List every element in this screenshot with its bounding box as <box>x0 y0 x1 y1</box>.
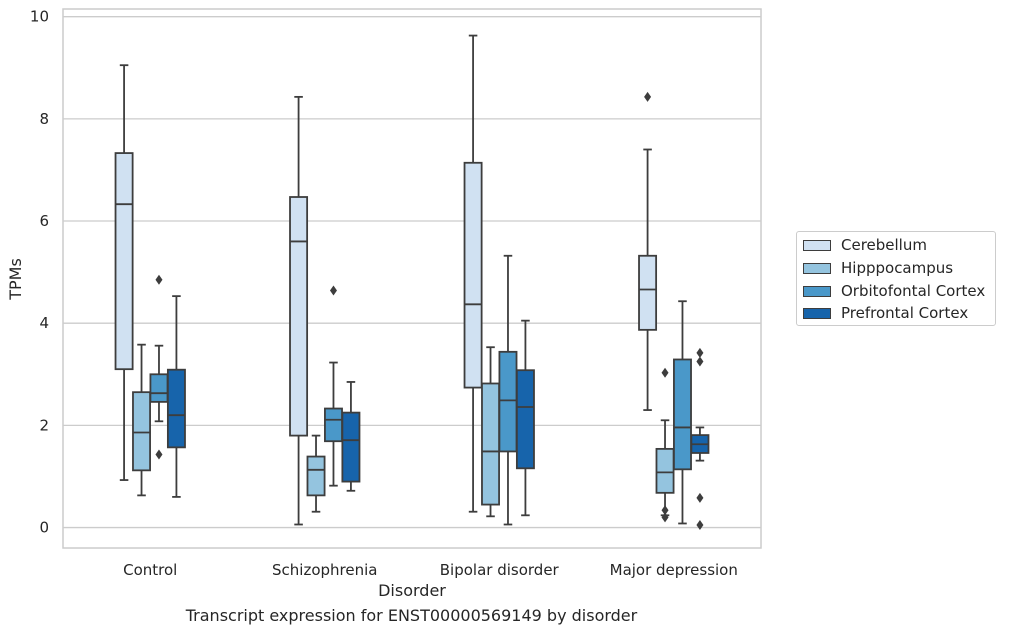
y-tick-label-10: 10 <box>30 8 49 26</box>
legend: Cerebellum Hipppocampus Orbitofontal Cor… <box>796 231 996 326</box>
box-hipppocampus-control <box>132 343 151 497</box>
box-iqr <box>673 358 692 471</box>
y-tick-labels: 0 2 4 6 8 10 <box>30 8 49 537</box>
x-tick-label-major-depression: Major depression <box>610 561 738 579</box>
box-iqr <box>166 368 186 449</box>
outlier-point-0 <box>661 367 669 378</box>
outlier-point-0 <box>329 285 337 296</box>
legend-item-orbitofrontal-cortex: Orbitofontal Cortex <box>803 282 985 300</box>
box-cerebellum-schizophrenia <box>289 95 309 526</box>
box-cerebellum-major-depression <box>638 91 658 411</box>
box-iqr <box>289 196 309 437</box>
legend-swatch-cerebellum <box>803 239 831 251</box>
outlier-point-2 <box>661 512 669 523</box>
box-iqr <box>463 161 483 389</box>
legend-label-prefrontal-cortex: Prefrontal Cortex <box>841 304 969 322</box>
box-orbitofontal-cortex-control <box>149 274 169 460</box>
y-tick-label-6: 6 <box>39 212 49 230</box>
legend-swatch-hippocampus <box>803 262 831 274</box>
legend-label-orbitofrontal-cortex: Orbitofontal Cortex <box>841 282 986 300</box>
box-cerebellum-control <box>114 64 134 481</box>
y-tick-label-0: 0 <box>39 519 49 537</box>
box-orbitofontal-cortex-major-depression <box>673 300 692 525</box>
box-iqr <box>324 407 343 443</box>
box-iqr <box>149 373 169 403</box>
box-iqr <box>498 350 518 453</box>
outlier-point-0 <box>644 91 652 102</box>
box-iqr <box>341 411 361 483</box>
outlier-point-1 <box>155 449 163 460</box>
plot-frame <box>62 8 762 549</box>
y-tick-label-4: 4 <box>39 314 49 332</box>
box-plot-boxes <box>114 34 710 531</box>
box-prefrontal-cortex-control <box>166 295 186 498</box>
legend-label-cerebellum: Cerebellum <box>841 236 927 254</box>
box-iqr <box>114 152 134 371</box>
figure-caption: Transcript expression for ENST0000056914… <box>185 606 638 625</box>
box-hipppocampus-bipolar-disorder <box>481 346 500 518</box>
legend-label-hippocampus: Hipppocampus <box>841 259 954 277</box>
legend-swatch-orbitofrontal-cortex <box>803 285 831 297</box>
outlier-point-0 <box>155 274 163 285</box>
x-axis-label: Disorder <box>378 581 446 600</box>
box-iqr <box>638 254 658 331</box>
x-tick-labels: Control Schizophrenia Bipolar disorder Majo… <box>123 561 738 579</box>
box-prefrontal-cortex-bipolar-disorder <box>515 319 535 517</box>
box-iqr <box>132 391 151 472</box>
box-orbitofontal-cortex-bipolar-disorder <box>498 254 518 526</box>
outlier-point-0 <box>696 347 704 358</box>
legend-item-hippocampus: Hipppocampus <box>803 259 953 277</box>
x-tick-label-control: Control <box>123 561 177 579</box>
outlier-point-3 <box>696 520 704 531</box>
box-prefrontal-cortex-major-depression <box>690 347 710 531</box>
x-tick-label-bipolar-disorder: Bipolar disorder <box>440 561 560 579</box>
outlier-point-1 <box>696 356 704 367</box>
box-prefrontal-cortex-schizophrenia <box>341 381 361 492</box>
box-iqr <box>481 382 500 506</box>
box-iqr <box>655 447 675 494</box>
box-hipppocampus-schizophrenia <box>306 434 326 513</box>
box-iqr <box>515 369 535 470</box>
box-hipppocampus-major-depression <box>655 367 675 523</box>
outlier-point-1 <box>661 505 669 516</box>
legend-swatch-prefrontal-cortex <box>803 307 831 319</box>
y-axis-label: TPMs <box>6 258 25 301</box>
box-cerebellum-bipolar-disorder <box>463 34 483 513</box>
outlier-point-2 <box>696 492 704 503</box>
box-orbitofontal-cortex-schizophrenia <box>324 285 343 487</box>
y-tick-label-2: 2 <box>39 416 49 434</box>
y-tick-label-8: 8 <box>39 110 49 128</box>
box-iqr <box>306 455 326 497</box>
legend-item-cerebellum: Cerebellum <box>803 236 927 254</box>
legend-item-prefrontal-cortex: Prefrontal Cortex <box>803 304 968 322</box>
x-tick-label-schizophrenia: Schizophrenia <box>272 561 377 579</box>
